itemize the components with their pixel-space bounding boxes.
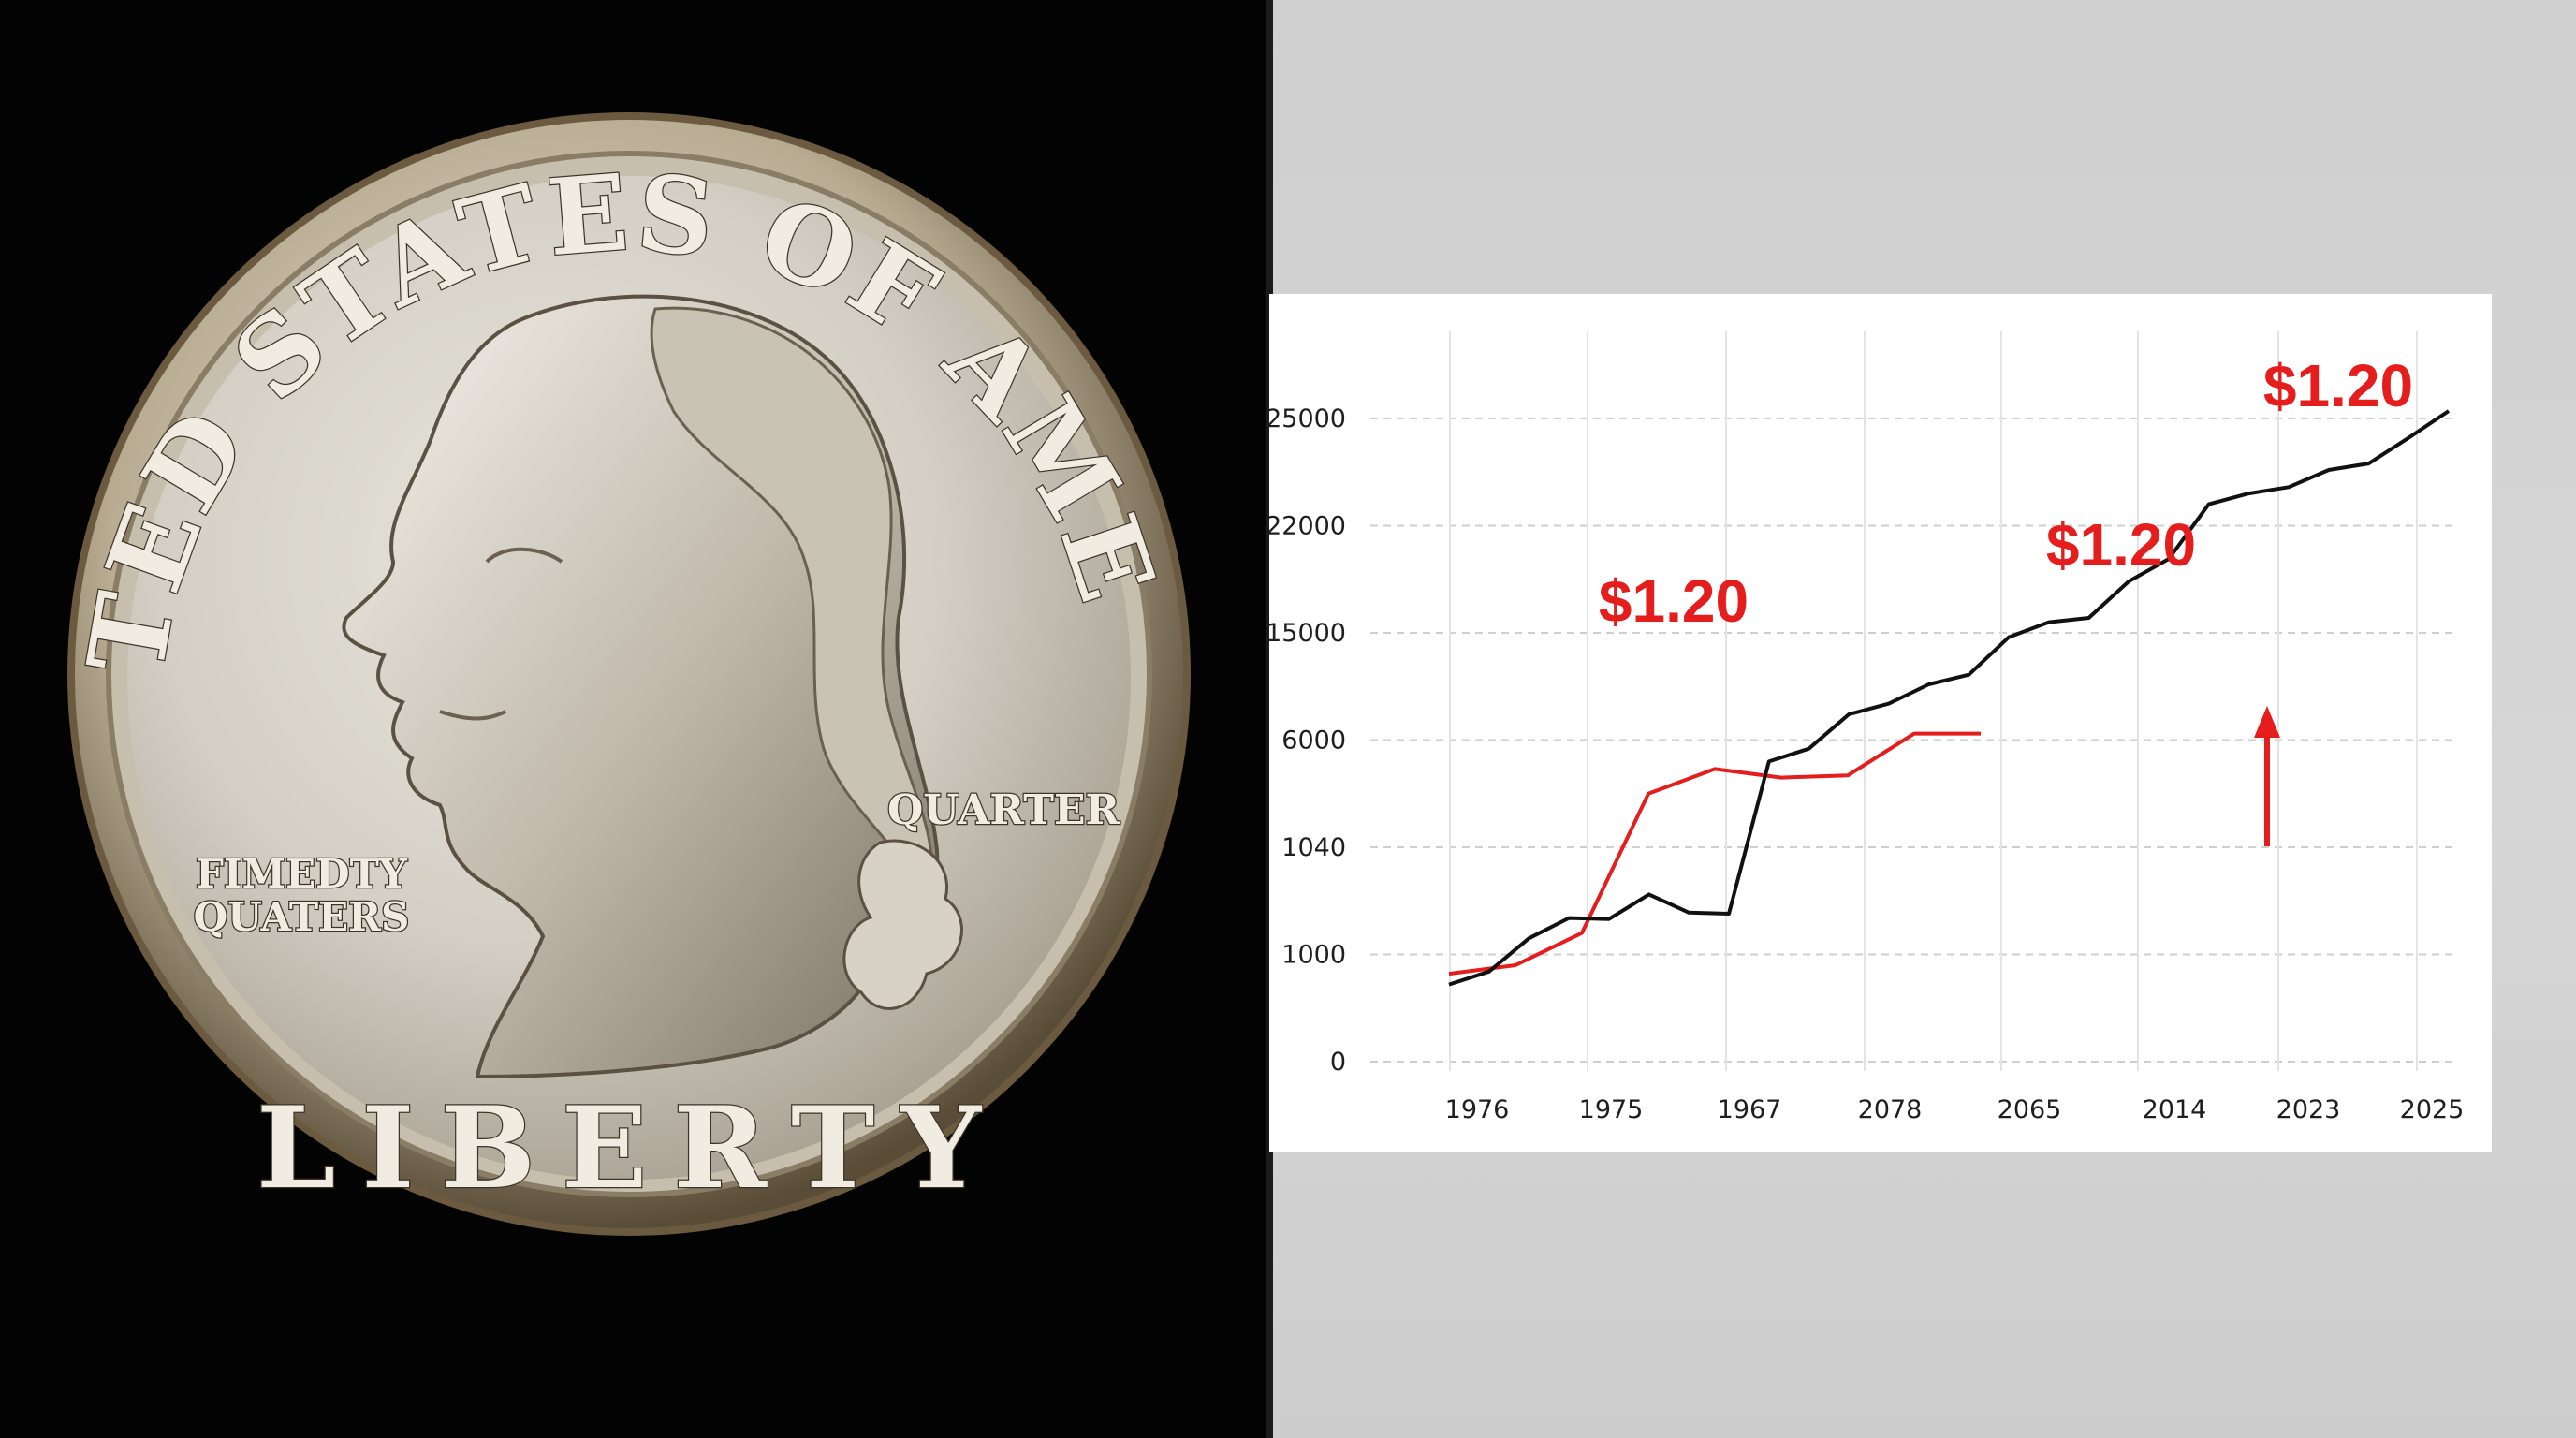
- series-red-line: [1448, 731, 1981, 976]
- series-black-line: [1448, 409, 2451, 987]
- y-tick-label: 25000: [1269, 404, 1346, 433]
- annotation-price-2: $1.20: [2046, 511, 2196, 579]
- y-tick-label: 22000: [1269, 512, 1346, 541]
- x-tick-label: 1976: [1445, 1095, 1510, 1124]
- x-tick-label: 2065: [1998, 1095, 2062, 1124]
- up-arrow: [2254, 706, 2280, 846]
- x-tick-label: 2025: [2400, 1095, 2465, 1124]
- y-tick-label: 1000: [1281, 941, 1346, 970]
- chart-card: 0 1000 1040 6000 15000 22000 25000 1976 1975 196…: [1269, 294, 2492, 1152]
- chart-series: [1448, 409, 2451, 987]
- annotation-price-3: $1.20: [2263, 352, 2413, 419]
- x-tick-label: 1975: [1579, 1095, 1644, 1124]
- coin-bottom-legend: LIBERTY: [256, 1082, 1007, 1214]
- line-chart: 0 1000 1040 6000 15000 22000 25000 1976 1975 196…: [1269, 331, 2465, 1124]
- x-tick-label: 2023: [2276, 1095, 2341, 1124]
- coin-quarter-label: QUARTER: [887, 786, 1120, 834]
- coin-left-label-1: FIMEDTY: [196, 851, 408, 897]
- y-tick-label: 0: [1330, 1048, 1346, 1077]
- y-axis-ticks: 0 1000 1040 6000 15000 22000 25000: [1269, 404, 1346, 1077]
- x-axis-ticks: 1976 1975 1967 2078 2065 2014 2023 2025: [1445, 1095, 2465, 1124]
- coin-panel: UNITED STATES OF AMERICA LIBERTY QUARTER…: [0, 0, 1266, 1438]
- portrait: [342, 294, 963, 1079]
- x-tick-label: 2078: [1858, 1095, 1923, 1124]
- x-tick-label: 1967: [1718, 1095, 1782, 1124]
- y-tick-label: 6000: [1281, 726, 1346, 756]
- y-tick-label: 1040: [1281, 833, 1346, 862]
- chart-grid: [1370, 331, 2458, 1071]
- x-tick-label: 2014: [2143, 1095, 2207, 1124]
- quarter-coin: UNITED STATES OF AMERICA LIBERTY QUARTER…: [0, 0, 1191, 1236]
- annotation-price-1: $1.20: [1599, 567, 1749, 635]
- y-tick-label: 15000: [1269, 619, 1346, 648]
- coin-left-label-2: QUATERS: [194, 894, 410, 940]
